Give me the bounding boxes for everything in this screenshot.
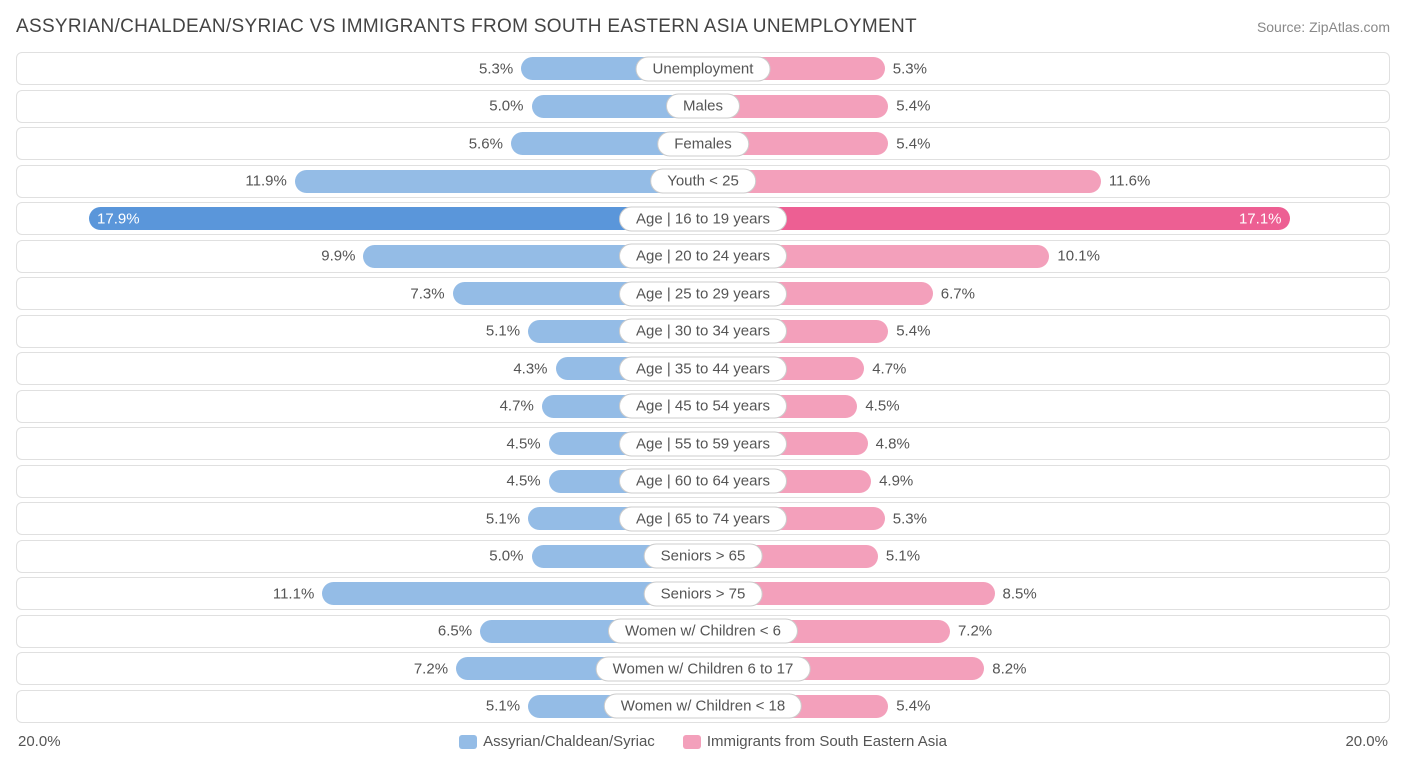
category-label: Age | 65 to 74 years bbox=[619, 506, 787, 531]
category-label: Women w/ Children < 18 bbox=[604, 694, 802, 719]
value-right: 5.1% bbox=[886, 548, 920, 565]
value-left: 7.2% bbox=[414, 660, 448, 677]
chart-row: 5.0% 5.4% Males bbox=[16, 90, 1390, 123]
value-left: 5.3% bbox=[479, 60, 513, 77]
category-label: Age | 35 to 44 years bbox=[619, 356, 787, 381]
category-label: Age | 45 to 54 years bbox=[619, 394, 787, 419]
category-label: Age | 55 to 59 years bbox=[619, 431, 787, 456]
value-right: 4.7% bbox=[872, 360, 906, 377]
category-label: Age | 30 to 34 years bbox=[619, 319, 787, 344]
value-left: 7.3% bbox=[410, 285, 444, 302]
value-left: 5.1% bbox=[486, 698, 520, 715]
bar-right bbox=[703, 170, 1101, 193]
value-right: 11.6% bbox=[1109, 173, 1150, 190]
category-label: Seniors > 75 bbox=[644, 581, 763, 606]
chart-row: 9.9% 10.1% Age | 20 to 24 years bbox=[16, 240, 1390, 273]
chart-row: 17.9% 17.1% Age | 16 to 19 years bbox=[16, 202, 1390, 235]
chart-row: 11.1% 8.5% Seniors > 75 bbox=[16, 577, 1390, 610]
chart-row: 4.7% 4.5% Age | 45 to 54 years bbox=[16, 390, 1390, 423]
value-right: 8.2% bbox=[992, 660, 1026, 677]
value-left: 5.1% bbox=[486, 510, 520, 527]
chart-row: 4.5% 4.8% Age | 55 to 59 years bbox=[16, 427, 1390, 460]
chart-row: 6.5% 7.2% Women w/ Children < 6 bbox=[16, 615, 1390, 648]
chart-row: 5.0% 5.1% Seniors > 65 bbox=[16, 540, 1390, 573]
value-left: 9.9% bbox=[321, 248, 355, 265]
value-left: 4.7% bbox=[500, 398, 534, 415]
category-label: Youth < 25 bbox=[650, 169, 756, 194]
value-right: 10.1% bbox=[1057, 248, 1100, 265]
bar-left: 17.9% bbox=[89, 207, 703, 230]
legend-label-right: Immigrants from South Eastern Asia bbox=[707, 733, 947, 750]
category-label: Seniors > 65 bbox=[644, 544, 763, 569]
value-left: 6.5% bbox=[438, 623, 472, 640]
value-right: 5.3% bbox=[893, 60, 927, 77]
chart-row: 5.1% 5.4% Women w/ Children < 18 bbox=[16, 690, 1390, 723]
diverging-bar-chart: 5.3% 5.3% Unemployment 5.0% 5.4% Males 5.6% 5.4… bbox=[16, 52, 1390, 723]
value-left: 4.5% bbox=[506, 435, 540, 452]
category-label: Unemployment bbox=[636, 56, 771, 81]
value-left: 17.9% bbox=[97, 210, 140, 227]
chart-row: 4.3% 4.7% Age | 35 to 44 years bbox=[16, 352, 1390, 385]
value-right: 8.5% bbox=[1003, 585, 1037, 602]
value-left: 5.0% bbox=[489, 548, 523, 565]
value-right: 5.4% bbox=[896, 135, 930, 152]
chart-title: ASSYRIAN/CHALDEAN/SYRIAC VS IMMIGRANTS F… bbox=[16, 16, 917, 38]
axis-max-left: 20.0% bbox=[18, 733, 61, 750]
legend-label-left: Assyrian/Chaldean/Syriac bbox=[483, 733, 655, 750]
chart-header: ASSYRIAN/CHALDEAN/SYRIAC VS IMMIGRANTS F… bbox=[16, 12, 1390, 52]
category-label: Women w/ Children 6 to 17 bbox=[596, 656, 811, 681]
category-label: Males bbox=[666, 94, 740, 119]
legend: Assyrian/Chaldean/Syriac Immigrants from… bbox=[459, 733, 947, 750]
value-left: 5.0% bbox=[489, 98, 523, 115]
value-left: 11.9% bbox=[245, 173, 286, 190]
value-left: 4.3% bbox=[513, 360, 547, 377]
value-right: 4.9% bbox=[879, 473, 913, 490]
value-right: 4.5% bbox=[865, 398, 899, 415]
chart-row: 7.3% 6.7% Age | 25 to 29 years bbox=[16, 277, 1390, 310]
value-left: 5.1% bbox=[486, 323, 520, 340]
value-right: 6.7% bbox=[941, 285, 975, 302]
chart-row: 5.6% 5.4% Females bbox=[16, 127, 1390, 160]
chart-row: 7.2% 8.2% Women w/ Children 6 to 17 bbox=[16, 652, 1390, 685]
value-right: 17.1% bbox=[1239, 210, 1282, 227]
category-label: Age | 20 to 24 years bbox=[619, 244, 787, 269]
chart-footer: 20.0% Assyrian/Chaldean/Syriac Immigrant… bbox=[16, 727, 1390, 750]
value-left: 5.6% bbox=[469, 135, 503, 152]
chart-row: 5.1% 5.3% Age | 65 to 74 years bbox=[16, 502, 1390, 535]
category-label: Women w/ Children < 6 bbox=[608, 619, 798, 644]
value-right: 5.3% bbox=[893, 510, 927, 527]
category-label: Females bbox=[657, 131, 749, 156]
category-label: Age | 25 to 29 years bbox=[619, 281, 787, 306]
legend-swatch-right bbox=[683, 735, 701, 749]
category-label: Age | 16 to 19 years bbox=[619, 206, 787, 231]
chart-row: 11.9% 11.6% Youth < 25 bbox=[16, 165, 1390, 198]
chart-row: 5.1% 5.4% Age | 30 to 34 years bbox=[16, 315, 1390, 348]
chart-source: Source: ZipAtlas.com bbox=[1257, 19, 1390, 35]
value-right: 4.8% bbox=[876, 435, 910, 452]
chart-row: 4.5% 4.9% Age | 60 to 64 years bbox=[16, 465, 1390, 498]
chart-row: 5.3% 5.3% Unemployment bbox=[16, 52, 1390, 85]
bar-right: 17.1% bbox=[703, 207, 1290, 230]
bar-left bbox=[295, 170, 703, 193]
legend-item-right: Immigrants from South Eastern Asia bbox=[683, 733, 947, 750]
axis-max-right: 20.0% bbox=[1345, 733, 1388, 750]
value-left: 11.1% bbox=[273, 585, 314, 602]
value-right: 7.2% bbox=[958, 623, 992, 640]
value-right: 5.4% bbox=[896, 98, 930, 115]
legend-swatch-left bbox=[459, 735, 477, 749]
value-left: 4.5% bbox=[506, 473, 540, 490]
legend-item-left: Assyrian/Chaldean/Syriac bbox=[459, 733, 655, 750]
value-right: 5.4% bbox=[896, 698, 930, 715]
value-right: 5.4% bbox=[896, 323, 930, 340]
category-label: Age | 60 to 64 years bbox=[619, 469, 787, 494]
